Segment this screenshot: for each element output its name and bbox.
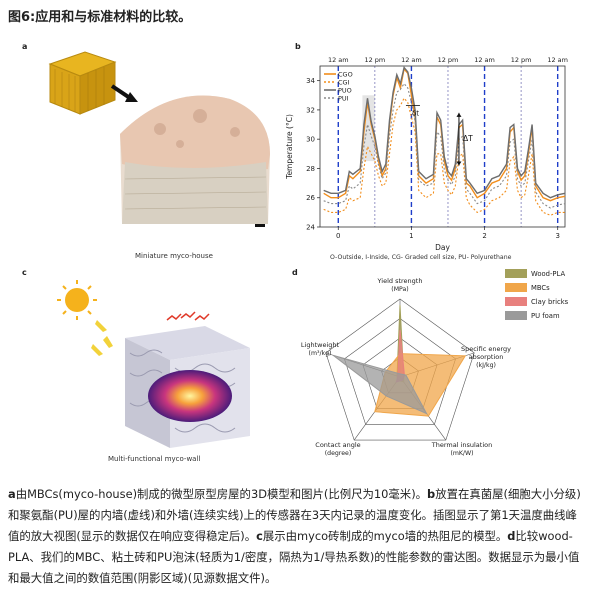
ytick-label-3: 30: [306, 136, 315, 144]
legend-label-CGI: CGI: [338, 79, 350, 87]
figure-caption: a由MBCs(myco-house)制成的微型原型房屋的3D模型和图片(比例尺为…: [8, 484, 584, 589]
scale-bar: [255, 224, 265, 227]
legend-label-MBCs: MBCs: [531, 284, 550, 292]
myco-house-image: [48, 51, 270, 227]
radar-axis-label-1: Specific energy: [461, 345, 511, 353]
xtick-label-2: 2: [482, 232, 486, 240]
ytick-label-4: 32: [306, 106, 315, 114]
panel-c-label: c: [22, 268, 27, 277]
legend-swatch-MBCs: [505, 283, 527, 292]
legend-label-CGO: CGO: [338, 71, 353, 79]
radar-grid-2: [344, 318, 456, 425]
heat-arrows: [166, 311, 210, 321]
caption-panel-marker: d: [507, 529, 516, 543]
arrow-icon: [110, 84, 138, 102]
caption-text: 放置在真菌屋(细胞大小分级)和聚氨酯(PU)屋的内墙(虚线)和外墙(连续实线)上…: [8, 487, 581, 543]
series-line-PUO: [323, 65, 566, 199]
delta-T-arrowhead-up: [456, 112, 462, 117]
series-line-PUI: [323, 82, 566, 209]
radar-axis-label-3: Contact angle: [315, 441, 360, 449]
caption-text: 展示由myco砖制成的myco墙的热阻尼的模型。: [262, 529, 508, 543]
ytick-label-1: 26: [306, 194, 315, 202]
top-label-0: 12 am: [328, 56, 349, 64]
delta-T-label: ΔT: [463, 134, 473, 143]
radar-axis-label2-1: absorption: [469, 353, 504, 361]
radar-area-PU-foam: [332, 354, 428, 415]
legend-swatch-PU-foam: [505, 311, 527, 320]
plot-frame: [319, 65, 566, 228]
legend-label-PU-foam: PU foam: [531, 312, 560, 320]
sun-ray-arrows: [91, 320, 113, 356]
panel-a-label: a: [22, 42, 28, 51]
ytick-label-2: 28: [306, 165, 315, 173]
top-label-6: 12 am: [547, 56, 568, 64]
legend-label-PUO: PUO: [338, 87, 352, 95]
panel-d-label: d: [292, 268, 298, 277]
xtick-label-3: 3: [555, 232, 559, 240]
xtick-label-0: 0: [336, 232, 340, 240]
top-label-1: 12 pm: [364, 56, 385, 64]
radar-axis-unit-1: (kJ/kg): [476, 362, 496, 369]
legend-label-Clay-bricks: Clay bricks: [531, 298, 569, 306]
top-label-2: 12 am: [401, 56, 422, 64]
caption-panel-marker: a: [8, 487, 16, 501]
delta-T-arrowhead-down: [456, 161, 462, 166]
top-label-4: 12 am: [474, 56, 495, 64]
radar-axis-unit-3: (degree): [325, 450, 352, 457]
panel-b-label: b: [295, 42, 301, 51]
series-line-CGO: [323, 67, 566, 202]
radar-axis-label-2: Thermal insulation: [431, 441, 493, 449]
caption-panel-marker: c: [256, 529, 263, 543]
house-photo: [120, 95, 270, 225]
x-axis-label: Day: [435, 243, 450, 252]
caption-text: 由MBCs(myco-house)制成的微型原型房屋的3D模型和图片(比例尺为1…: [15, 487, 428, 501]
sun-icon: [57, 280, 97, 320]
xtick-label-1: 1: [409, 232, 413, 240]
caption-text: 比较wood-PLA、我们的MBC、粘土砖和PU泡沫(轻质为1/密度，隔热为1/…: [8, 529, 580, 585]
radar-grid-3: [325, 298, 475, 441]
top-label-3: 12 pm: [438, 56, 459, 64]
ytick-label-0: 24: [306, 224, 315, 232]
caption-panel-marker: b: [427, 487, 436, 501]
panel-b-footnote: O-Outside, I-Inside, CG- Graded cell siz…: [330, 254, 512, 261]
legend-swatch-Clay-bricks: [505, 297, 527, 306]
temperature-chart: 12 am 12 pm 12 am 12 pm 12 am 12 pm 12 am 24 26 2…: [285, 56, 568, 252]
series-line-CGI: [323, 97, 565, 216]
panel-a-caption: Miniature myco-house: [135, 252, 213, 260]
panel-c-caption: Multi-functional myco-wall: [108, 455, 201, 463]
y-axis-label: Temperature (°C): [285, 114, 294, 180]
legend-swatch-Wood-PLA: [505, 269, 527, 278]
house-3d-model: [48, 51, 117, 115]
radar-axis-unit-4: (m³/kg): [309, 350, 332, 357]
myco-wall-illustration: [57, 280, 250, 448]
legend-label-Wood-PLA: Wood-PLA: [531, 270, 565, 278]
wall-block: [125, 326, 250, 448]
ytick-label-5: 34: [306, 77, 315, 85]
radar-axis-unit-2: (mK/W): [450, 450, 473, 457]
radar-axis-unit-0: (MPa): [391, 286, 408, 293]
legend-label-PUI: PUI: [338, 95, 349, 103]
radar-axis-label-0: Yield strength: [377, 277, 423, 285]
radar-axis-label-4: Lightweight: [301, 341, 340, 349]
top-label-5: 12 pm: [511, 56, 532, 64]
radar-chart: Yield strength(MPa) Specific energyabsorp…: [301, 269, 569, 457]
delta-t-label: δt: [412, 110, 419, 118]
figure-title: 图6:应用和与标准材料的比较。: [8, 10, 192, 25]
